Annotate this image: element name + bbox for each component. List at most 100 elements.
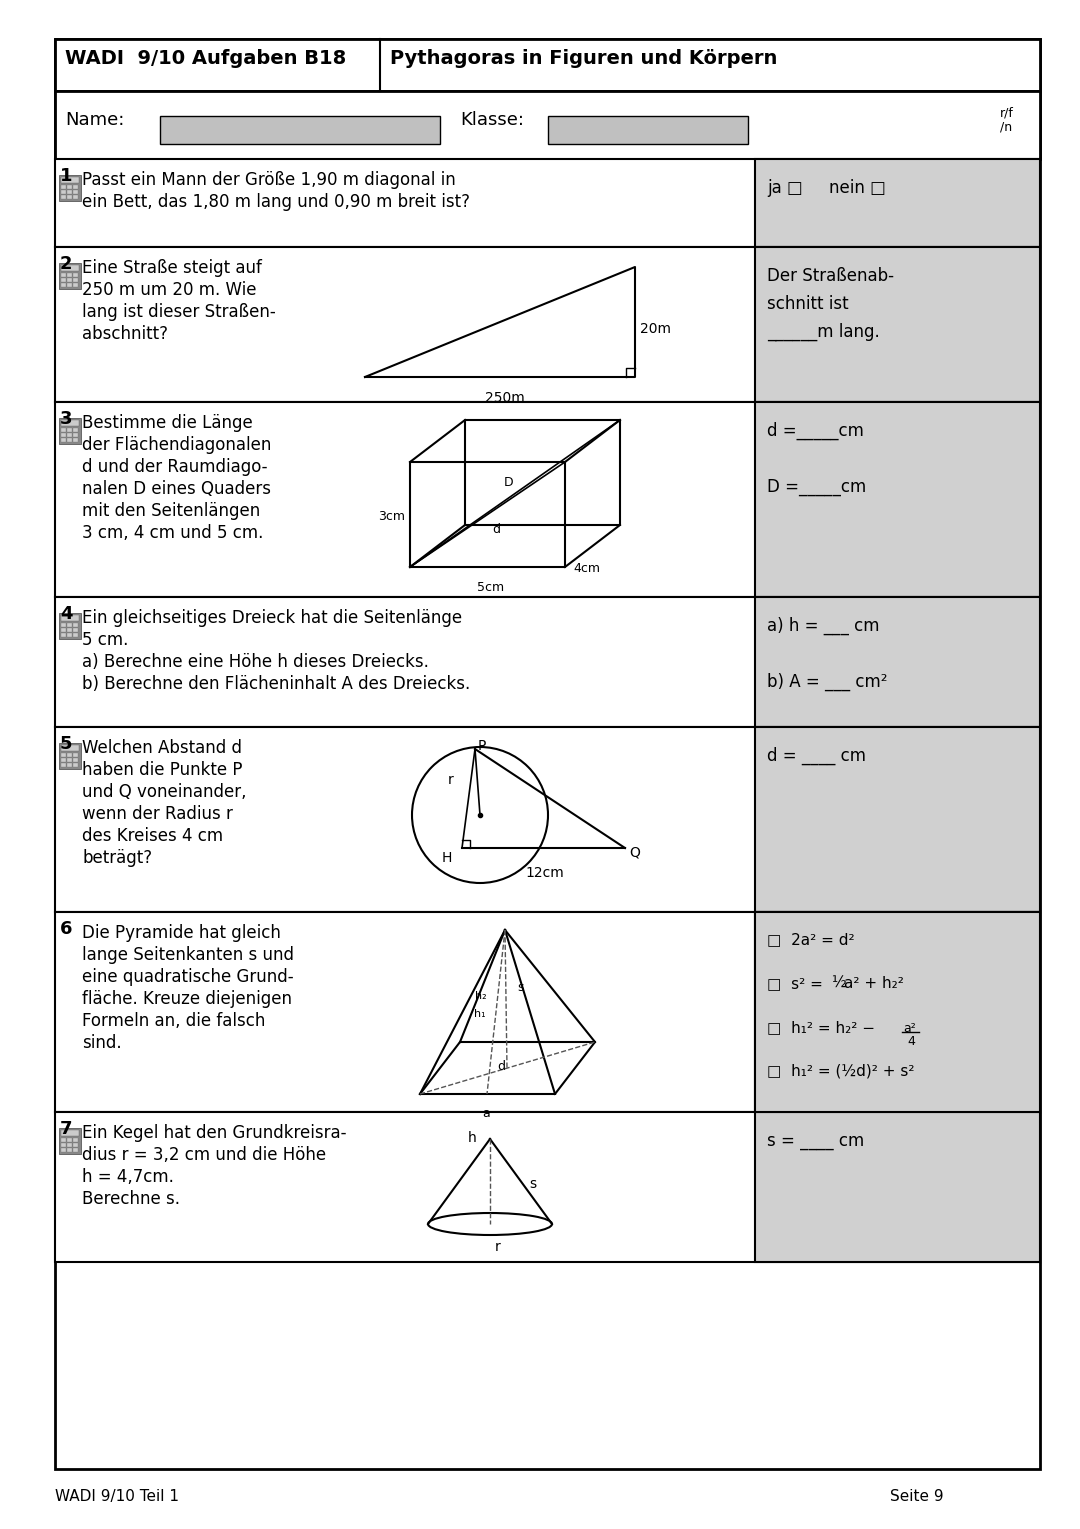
Bar [55, 92, 1040, 159]
Bar [60, 1130, 79, 1136]
Bar [67, 196, 72, 199]
Bar [60, 745, 79, 751]
Bar [160, 116, 440, 144]
Bar [67, 622, 72, 627]
Bar [67, 283, 72, 287]
Bar [73, 274, 78, 277]
Bar [73, 283, 78, 287]
Text: fläche. Kreuze diejenigen: fläche. Kreuze diejenigen [82, 989, 292, 1008]
Bar [59, 417, 81, 443]
Text: ½: ½ [831, 976, 846, 991]
Bar [755, 911, 1040, 1112]
Text: lange Seitenkanten s und: lange Seitenkanten s und [82, 946, 294, 963]
Text: wenn der Radius r: wenn der Radius r [82, 804, 233, 823]
Bar [73, 752, 78, 757]
Text: 3: 3 [60, 410, 72, 428]
Bar [73, 196, 78, 199]
Text: der Flächendiagonalen: der Flächendiagonalen [82, 436, 271, 454]
Bar [67, 274, 72, 277]
Text: d =_____cm: d =_____cm [767, 422, 864, 440]
Bar [55, 596, 1040, 726]
Bar [60, 177, 79, 183]
Bar [60, 1138, 66, 1142]
Bar [67, 763, 72, 768]
Text: b) Berechne den Flächeninhalt A des Dreiecks.: b) Berechne den Flächeninhalt A des Drei… [82, 674, 470, 693]
Text: r: r [495, 1240, 501, 1254]
Bar [55, 402, 1040, 596]
Bar [73, 628, 78, 631]
Text: ein Bett, das 1,80 m lang und 0,90 m breit ist?: ein Bett, das 1,80 m lang und 0,90 m bre… [82, 193, 470, 211]
Text: b) A = ___ cm²: b) A = ___ cm² [767, 673, 888, 691]
Text: s = ____ cm: s = ____ cm [767, 1131, 864, 1150]
Bar [60, 433, 66, 437]
Text: 3cm: 3cm [378, 511, 405, 523]
Text: abschnitt?: abschnitt? [82, 326, 168, 342]
Text: □  2a² = d²: □ 2a² = d² [767, 933, 854, 946]
Bar [60, 633, 66, 638]
Bar [755, 1112, 1040, 1261]
Bar [60, 283, 66, 287]
Bar [60, 758, 66, 761]
Bar [60, 752, 66, 757]
Text: P: P [478, 739, 486, 752]
Text: lang ist dieser Straßen-: lang ist dieser Straßen- [82, 303, 275, 321]
Text: beträgt?: beträgt? [82, 849, 152, 867]
Text: /n: /n [1000, 121, 1012, 135]
Bar [60, 420, 79, 427]
Text: 6: 6 [60, 920, 72, 937]
Text: a²: a² [903, 1021, 916, 1035]
Text: Welchen Abstand d: Welchen Abstand d [82, 739, 242, 757]
Text: 12cm: 12cm [525, 865, 564, 881]
Bar [73, 190, 78, 194]
Bar [67, 278, 72, 281]
Bar [73, 433, 78, 437]
Text: Pythagoras in Figuren und Körpern: Pythagoras in Figuren und Körpern [390, 49, 778, 67]
Text: Die Pyramide hat gleich: Die Pyramide hat gleich [82, 924, 281, 942]
Text: Passt ein Mann der Größe 1,90 m diagonal in: Passt ein Mann der Größe 1,90 m diagonal… [82, 171, 456, 190]
Text: WADI 9/10 Teil 1: WADI 9/10 Teil 1 [55, 1489, 179, 1505]
Text: d: d [497, 1060, 505, 1073]
Text: d und der Raumdiago-: d und der Raumdiago- [82, 459, 268, 476]
Bar [755, 596, 1040, 726]
Text: 1: 1 [60, 167, 72, 185]
Text: 4: 4 [907, 1035, 915, 1047]
Bar [60, 278, 66, 281]
Text: r/f: r/f [1000, 107, 1014, 119]
Bar [67, 1144, 72, 1147]
Text: mit den Seitenlängen: mit den Seitenlängen [82, 502, 260, 520]
Bar [67, 428, 72, 433]
Bar [67, 437, 72, 442]
Bar [59, 263, 81, 289]
Bar [60, 622, 66, 627]
Text: Ein gleichseitiges Dreieck hat die Seitenlänge: Ein gleichseitiges Dreieck hat die Seite… [82, 609, 462, 627]
Text: eine quadratische Grund-: eine quadratische Grund- [82, 968, 294, 986]
Text: Eine Straße steigt auf: Eine Straße steigt auf [82, 258, 261, 277]
Text: Name:: Name: [65, 112, 124, 128]
Bar [55, 1112, 1040, 1261]
Bar [59, 1128, 81, 1154]
Text: Q: Q [629, 846, 639, 859]
Bar [73, 763, 78, 768]
Bar [60, 265, 79, 271]
Bar [67, 1138, 72, 1142]
Bar [55, 248, 1040, 402]
Text: □  h₁² = (½d)² + s²: □ h₁² = (½d)² + s² [767, 1064, 915, 1079]
Text: a² + h₂²: a² + h₂² [843, 976, 904, 991]
Bar [67, 185, 72, 190]
Text: 4cm: 4cm [573, 563, 600, 575]
Text: 7: 7 [60, 1121, 72, 1138]
Bar [55, 40, 1040, 92]
Text: h₂: h₂ [475, 991, 487, 1001]
Text: a) h = ___ cm: a) h = ___ cm [767, 618, 879, 635]
Bar [60, 628, 66, 631]
Text: des Kreises 4 cm: des Kreises 4 cm [82, 827, 224, 846]
Text: h: h [468, 1131, 476, 1145]
Bar [73, 622, 78, 627]
Bar [67, 758, 72, 761]
Text: a: a [482, 1107, 489, 1121]
Text: 5: 5 [60, 735, 72, 752]
Bar [59, 174, 81, 200]
Bar [67, 633, 72, 638]
Bar [60, 196, 66, 199]
Bar [73, 437, 78, 442]
